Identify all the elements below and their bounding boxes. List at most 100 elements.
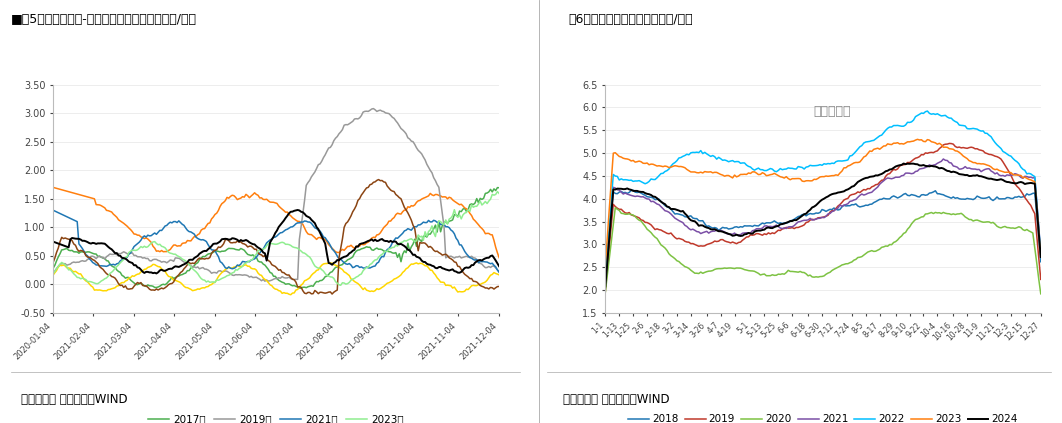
2023年 (474, 198, 486, 203)
Line: 2021: 2021 (605, 159, 1041, 283)
2020年 (410, 261, 423, 266)
2022年 (235, 239, 247, 244)
2021 (937, 157, 949, 162)
2024年 (476, 258, 489, 263)
2021 (969, 167, 981, 172)
Legend: 2018, 2019, 2020, 2021, 2022, 2023, 2024: 2018, 2019, 2020, 2021, 2022, 2023, 2024 (629, 414, 1017, 423)
2022 (991, 142, 1004, 147)
2021 (832, 206, 844, 211)
Text: 图6：鸡蛋主产区均价走势（元/斤）: 图6：鸡蛋主产区均价走势（元/斤） (568, 13, 692, 26)
2019年 (367, 106, 380, 111)
2023年 (491, 189, 503, 194)
2023年 (110, 264, 123, 269)
2019 (982, 152, 995, 157)
2023 (726, 176, 739, 181)
2024 (599, 284, 612, 289)
2019年 (110, 252, 123, 257)
2018 (627, 188, 639, 193)
2024 (726, 233, 739, 238)
Line: 2023: 2023 (605, 139, 1041, 266)
2023 (969, 160, 981, 165)
2022年 (233, 240, 245, 245)
2020 (729, 266, 741, 271)
2018 (599, 286, 612, 291)
2021 (718, 229, 731, 234)
2019 (726, 239, 739, 244)
2024年 (150, 271, 162, 276)
2020 (720, 266, 733, 271)
2024 (832, 190, 844, 195)
2020 (991, 224, 1004, 229)
2020 (1034, 291, 1047, 297)
2017年 (47, 266, 59, 271)
2022年 (47, 260, 59, 265)
2022 (921, 109, 933, 114)
Line: 2022年: 2022年 (53, 179, 499, 294)
2017年 (233, 247, 245, 253)
Line: 2019年: 2019年 (53, 109, 499, 281)
2018 (1034, 259, 1047, 264)
2022年 (493, 284, 506, 289)
2023年 (47, 271, 59, 276)
2022 (832, 159, 844, 164)
2019年 (233, 272, 245, 277)
2022年 (110, 278, 123, 283)
Line: 2017年: 2017年 (53, 188, 499, 288)
Line: 2024: 2024 (605, 164, 1041, 286)
2019年 (47, 271, 59, 276)
2020年 (235, 264, 247, 269)
2022年 (326, 291, 339, 297)
2019年 (235, 272, 247, 277)
2019年 (258, 279, 271, 284)
2023年 (409, 239, 422, 244)
2020年 (110, 283, 123, 288)
2017年 (491, 185, 503, 190)
2021 (982, 166, 995, 171)
2019 (969, 146, 981, 151)
Line: 2023年: 2023年 (53, 192, 499, 285)
Line: 2020: 2020 (605, 208, 1041, 294)
2024年 (47, 239, 59, 244)
2017年 (100, 258, 113, 263)
2022年 (100, 271, 113, 276)
2019 (832, 203, 844, 209)
Line: 2024年: 2024年 (53, 210, 499, 273)
2024 (718, 230, 731, 235)
Text: 数据来源： 銀河期货，WIND: 数据来源： 銀河期货，WIND (21, 393, 127, 407)
2022年 (476, 284, 489, 289)
2020年 (493, 272, 506, 277)
2021 (726, 232, 739, 237)
Line: 2021年: 2021年 (53, 210, 499, 272)
2018 (834, 207, 846, 212)
2022 (599, 275, 612, 280)
2020 (969, 218, 981, 223)
2019 (943, 141, 956, 146)
Line: 2018年: 2018年 (53, 187, 499, 258)
2020 (834, 264, 846, 269)
2019 (991, 154, 1004, 159)
2023年 (233, 266, 245, 271)
2024年 (100, 243, 113, 248)
2023 (991, 167, 1004, 172)
2018年 (473, 222, 485, 227)
2020年 (409, 261, 422, 266)
2021 (991, 170, 1004, 176)
2018年 (110, 215, 123, 220)
2022 (726, 158, 739, 163)
Line: 2019: 2019 (605, 143, 1041, 291)
2017年 (295, 286, 308, 291)
2024 (991, 178, 1004, 183)
2017年 (110, 267, 123, 272)
2019年 (476, 261, 489, 266)
2020年 (476, 281, 489, 286)
Legend: 2017年, 2018年, 2019年, 2020年, 2021年, 2022年, 2023年, 2024年: 2017年, 2018年, 2019年, 2020年, 2021年, 2022年… (149, 414, 404, 423)
2023年 (493, 191, 506, 196)
2019 (599, 289, 612, 294)
2018年 (493, 255, 506, 260)
2019年 (493, 269, 506, 275)
2019 (1034, 277, 1047, 282)
2021年 (493, 269, 506, 275)
2020年 (47, 272, 59, 277)
2023年 (100, 275, 113, 280)
2023年 (235, 265, 247, 270)
